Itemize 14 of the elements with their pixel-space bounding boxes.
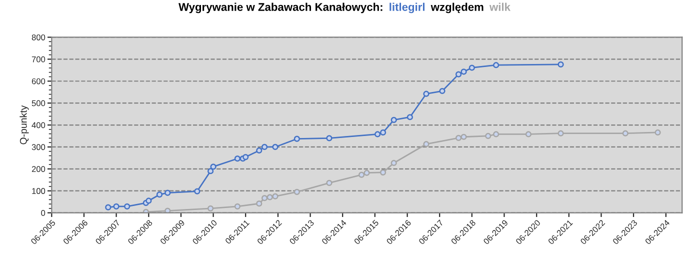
y-tick-label: 300 (32, 144, 46, 150)
y-tick-label: 500 (32, 100, 46, 106)
text: litlegirl (390, 2, 424, 14)
y-tick-label: 400 (32, 122, 46, 128)
text: wilk (489, 2, 510, 11)
y-tick-label: 800 (32, 34, 46, 40)
y-tick-label: 200 (32, 166, 46, 172)
y-tick-label: 600 (32, 78, 46, 84)
text: względem (430, 2, 484, 14)
y-tick-label: 100 (32, 188, 46, 194)
chart-title: Wygrywanie w Zabawach Kanałowych: (178, 2, 382, 14)
y-axis-title: Q-punkty (20, 105, 29, 144)
y-tick-label: 0 (41, 210, 46, 216)
y-tick-label: 700 (32, 56, 46, 62)
